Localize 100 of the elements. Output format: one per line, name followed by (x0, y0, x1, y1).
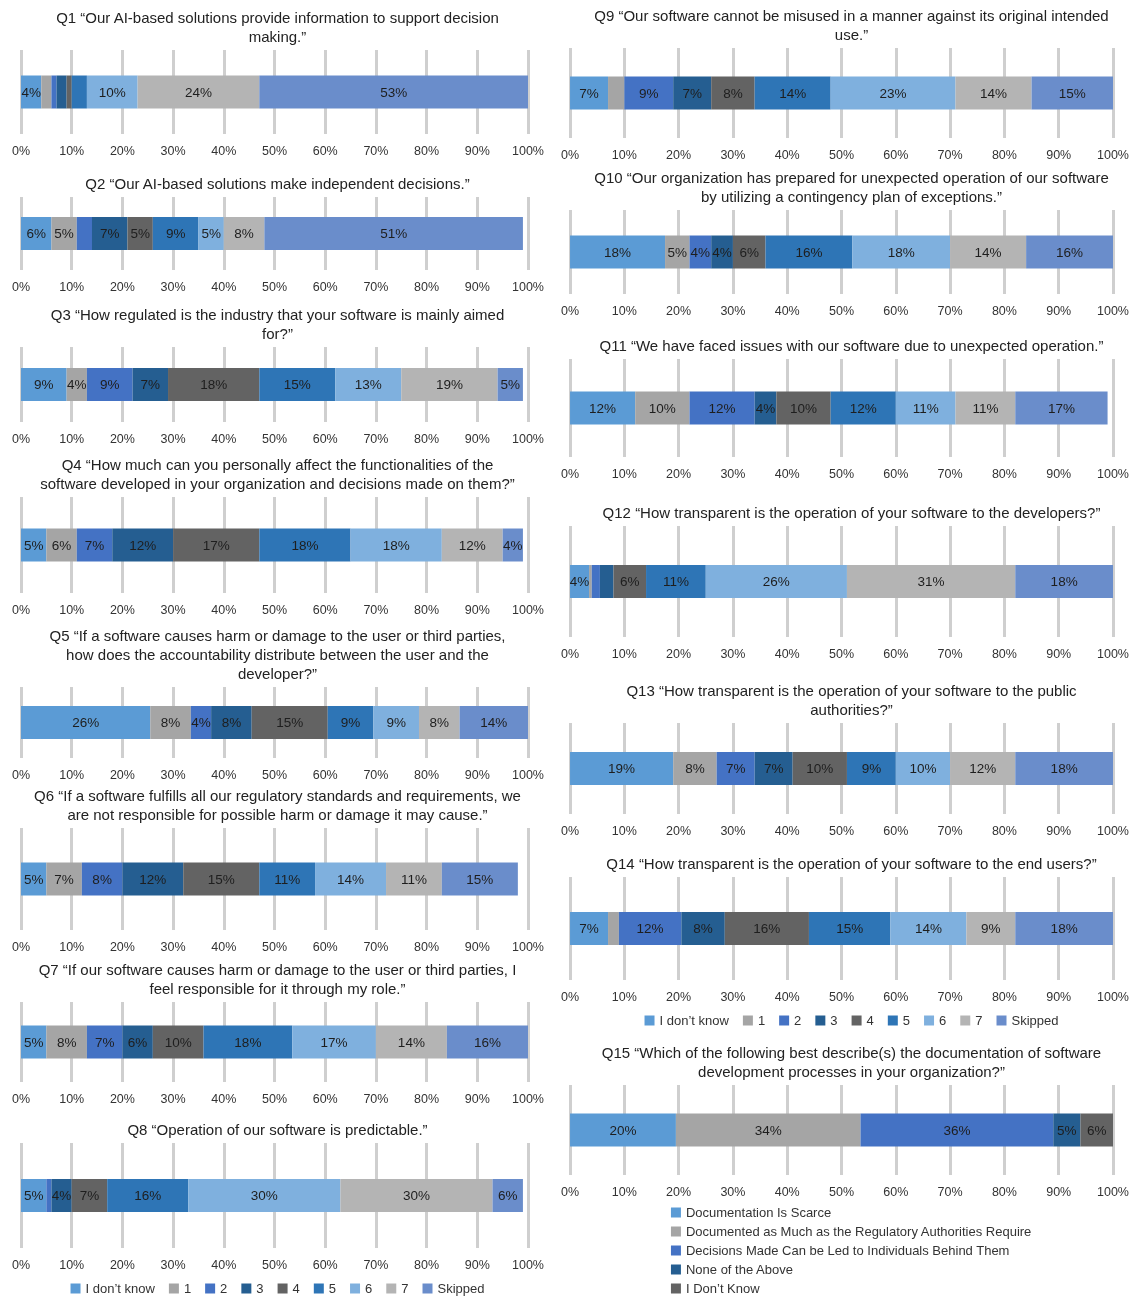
x-tick-label: 100% (1097, 303, 1129, 318)
x-tick-label: 60% (312, 939, 338, 954)
x-tick-label: 10% (611, 989, 637, 1004)
bar (955, 76, 1032, 110)
data-label: 15% (276, 715, 304, 730)
x-tick-label: 30% (720, 303, 746, 318)
bar (446, 1025, 528, 1059)
data-label: 11% (912, 400, 939, 416)
data-label: 7% (725, 761, 746, 776)
bar (46, 1179, 52, 1212)
x-tick-label: 90% (1046, 1184, 1072, 1199)
x-tick-label: 40% (211, 602, 237, 617)
x-tick-label: 50% (261, 279, 288, 294)
bar (86, 75, 138, 109)
bar (122, 862, 184, 896)
x-tick-label: 70% (363, 279, 389, 294)
x-tick-label: 20% (109, 939, 135, 954)
x-tick-label: 90% (464, 279, 490, 294)
x-tick-label: 30% (160, 1257, 186, 1272)
x-tick-label: 50% (829, 1184, 855, 1199)
chart-title: Q14 “How transparent is the operation of your software to the end users?” (605, 854, 1098, 873)
data-label: 11% (662, 574, 689, 589)
x-tick-label: 50% (261, 602, 288, 617)
x-tick-label: 50% (261, 143, 288, 158)
data-label: 18% (200, 377, 228, 392)
bar (292, 1025, 376, 1059)
data-label: 10% (98, 84, 126, 100)
data-label: 4% (67, 377, 87, 392)
x-tick-label: 0% (11, 279, 31, 294)
x-tick-label: 60% (312, 1257, 338, 1272)
x-tick-label: 30% (160, 431, 186, 446)
data-label: 8% (221, 715, 242, 730)
x-tick-label: 20% (109, 602, 135, 617)
legend-label: 5 (902, 1013, 911, 1028)
data-label: 17% (202, 537, 230, 553)
bar (132, 368, 169, 401)
chart-title: Q5 “If a software causes harm or damage to the user or third parties, how does the accountability distribute between the user and the developer?” (48, 626, 507, 683)
x-tick-label: 80% (991, 989, 1017, 1004)
legend-label: 1 (183, 1281, 192, 1296)
bar (76, 528, 113, 562)
legend-label: None of the Above (685, 1262, 793, 1277)
x-tick-label: 10% (59, 602, 85, 617)
data-label: 9% (34, 377, 54, 392)
x-tick-label: 70% (937, 1184, 963, 1199)
data-label: 10% (789, 400, 818, 416)
bar (150, 706, 191, 739)
x-tick-label: 80% (991, 147, 1017, 162)
x-tick-label: 90% (1046, 989, 1072, 1004)
x-tick-label: 70% (937, 466, 963, 481)
bar (599, 565, 614, 598)
bar (624, 76, 674, 110)
x-tick-label: 70% (363, 767, 389, 782)
data-label: 8% (234, 226, 254, 241)
x-tick-label: 0% (11, 602, 31, 617)
x-tick-label: 80% (991, 466, 1017, 481)
data-label: 7% (54, 871, 74, 887)
data-label: 11% (400, 871, 427, 887)
legend-label: 2 (220, 1281, 228, 1296)
x-tick-label: 60% (883, 303, 909, 318)
x-tick-label: 20% (666, 147, 692, 162)
x-tick-label: 90% (464, 602, 490, 617)
x-tick-label: 20% (109, 431, 135, 446)
x-tick-label: 50% (829, 466, 855, 481)
data-label: 14% (480, 715, 508, 730)
x-tick-label: 60% (883, 646, 909, 661)
bar (71, 1179, 108, 1212)
data-label: 10% (648, 400, 676, 416)
chart-title: Q11 “We have faced issues with our software due to unexpected operation.” (598, 336, 1105, 355)
bar (846, 565, 1016, 598)
bar (570, 912, 609, 945)
data-label: 7% (682, 85, 702, 101)
bar (264, 217, 523, 250)
bar (808, 912, 891, 945)
x-tick-label: 20% (666, 989, 692, 1004)
data-label: 9% (165, 226, 186, 241)
x-tick-label: 20% (109, 1257, 135, 1272)
bar (950, 752, 1016, 785)
data-label: 6% (739, 244, 759, 260)
data-label: 19% (608, 761, 636, 776)
legend-label: I don’t know (85, 1281, 156, 1296)
bar (846, 752, 896, 785)
bar (259, 528, 351, 562)
x-tick-label: 60% (883, 466, 909, 481)
bar (183, 862, 260, 896)
x-tick-label: 10% (59, 939, 85, 954)
x-tick-label: 90% (464, 1257, 490, 1272)
bar (716, 752, 755, 785)
bar (327, 706, 374, 739)
data-label: 12% (708, 400, 736, 416)
data-label: 7% (140, 377, 161, 392)
chart-title: Q8 “Operation of our software is predictable.” (126, 1120, 429, 1139)
x-tick-label: 40% (211, 1091, 237, 1106)
data-label: 14% (980, 85, 1008, 101)
data-label: 6% (127, 1034, 148, 1050)
x-tick-label: 80% (414, 602, 440, 617)
bar (152, 217, 199, 250)
x-tick-label: 90% (464, 939, 490, 954)
bar (765, 235, 853, 269)
x-tick-label: 0% (560, 989, 580, 1004)
bar (76, 217, 92, 250)
